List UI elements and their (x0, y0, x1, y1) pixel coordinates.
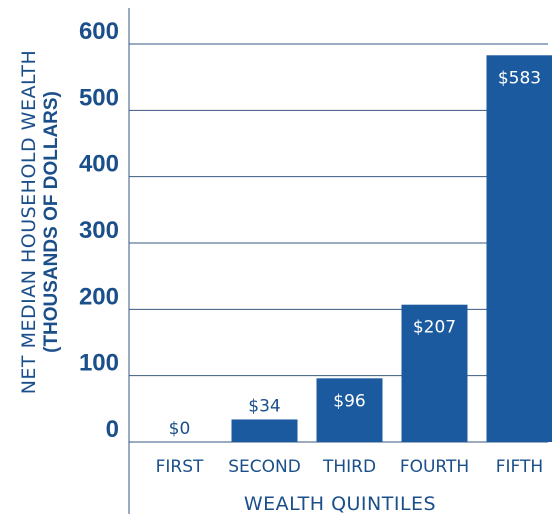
y-tick-label-500: 500 (79, 84, 119, 111)
y-tick-label-100: 100 (79, 350, 119, 377)
x-axis-title: WEALTH QUINTILES (244, 493, 436, 515)
data-label-fourth: $207 (413, 318, 456, 338)
data-label-first: $0 (169, 419, 191, 439)
gridlines (129, 43, 548, 443)
bar-second (231, 419, 298, 442)
x-axis-categories: FIRST SECOND THIRD FOURTH FIFTH (156, 457, 544, 477)
data-label-third: $96 (333, 391, 365, 411)
category-label-fourth: FOURTH (400, 457, 469, 477)
y-tick-label-300: 300 (79, 217, 119, 244)
y-tick-label-600: 600 (79, 18, 119, 45)
bar-third (316, 378, 383, 442)
y-tick-label-200: 200 (79, 283, 119, 310)
bar-fifth (486, 55, 552, 442)
category-label-first: FIRST (156, 457, 204, 477)
y-tick-label-0: 0 (106, 416, 119, 443)
y-axis-title-line1: NET MEDIAN HOUSEHOLD WEALTH (18, 50, 40, 395)
bar-series (231, 55, 552, 442)
y-tick-label-400: 400 (79, 151, 119, 178)
category-label-third: THIRD (322, 457, 376, 477)
category-label-second: SECOND (228, 457, 301, 477)
bar-data-labels: $0 $34 $96 $207 $583 (169, 68, 541, 439)
data-label-fifth: $583 (498, 68, 541, 88)
y-axis-title-line2: (THOUSANDS OF DOLLARS) (41, 91, 62, 353)
bar-fourth (401, 304, 468, 442)
y-axis-ticks: 0 100 200 300 400 500 600 (79, 18, 119, 443)
category-label-fifth: FIFTH (496, 457, 543, 477)
data-label-second: $34 (248, 396, 280, 416)
